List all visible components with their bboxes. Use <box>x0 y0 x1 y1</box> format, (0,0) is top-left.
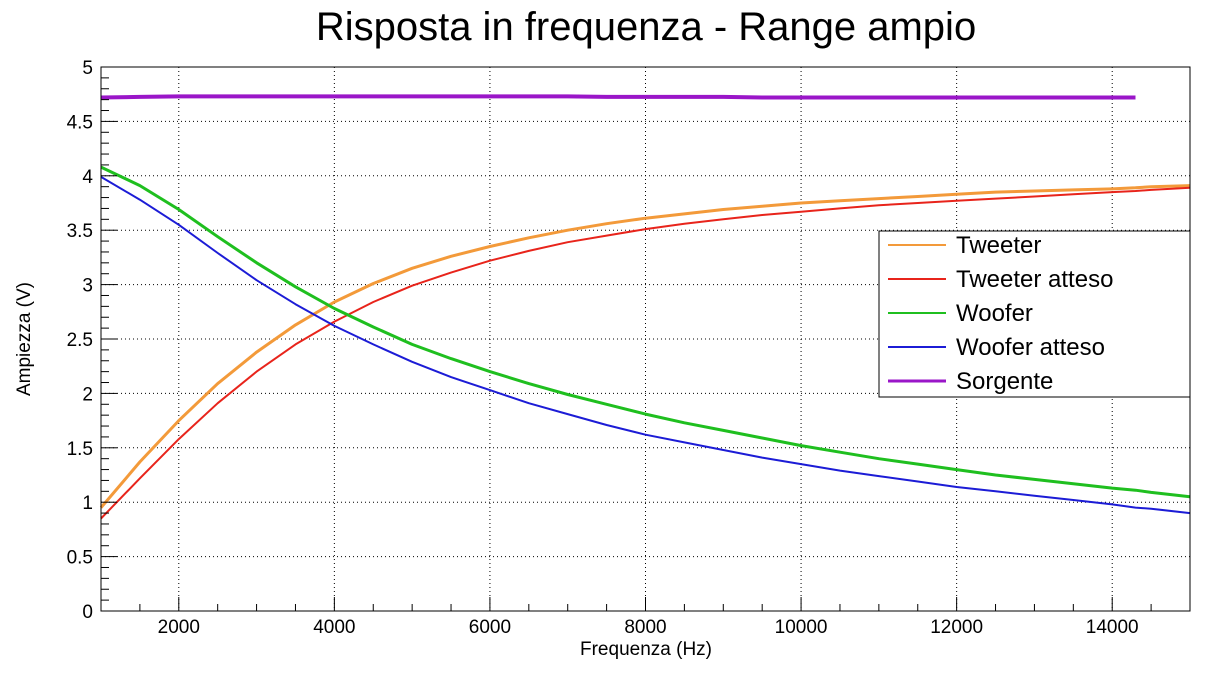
x-tick-labels: 2000 4000 6000 8000 10000 12000 14000 <box>158 617 1139 638</box>
x-tick-label: 10000 <box>775 617 828 638</box>
legend-label: Woofer <box>956 300 1033 327</box>
x-tick-label: 12000 <box>930 617 983 638</box>
series-line-tweeter-atteso <box>100 186 1191 520</box>
x-tick-label: 4000 <box>313 617 355 638</box>
y-axis-title: Ampiezza (V) <box>14 282 35 396</box>
series-line-tweeter <box>99 184 1191 509</box>
y-tick-label: 3.5 <box>67 221 93 242</box>
chart-title: Risposta in frequenza - Range ampio <box>316 5 976 49</box>
y-tick-label: 4 <box>82 167 93 188</box>
y-tick-label: 1 <box>82 493 93 514</box>
y-tick-label: 5 <box>82 58 93 79</box>
legend-label: Woofer atteso <box>956 334 1105 361</box>
legend-label: Tweeter <box>956 232 1041 259</box>
x-axis-title: Frequenza (Hz) <box>580 639 712 660</box>
y-tick-label: 0 <box>82 602 93 623</box>
y-tick-label: 2.5 <box>67 330 93 351</box>
y-tick-label: 0.5 <box>67 548 93 569</box>
x-tick-label: 8000 <box>624 617 666 638</box>
x-tick-label: 14000 <box>1086 617 1139 638</box>
y-tick-label: 2 <box>82 384 93 405</box>
axis-ticks <box>100 66 1191 612</box>
legend: Tweeter Tweeter atteso Woofer Woofer atteso… <box>878 230 1191 398</box>
x-tick-label: 6000 <box>469 617 511 638</box>
y-tick-label: 4.5 <box>67 112 93 133</box>
legend-label: Tweeter atteso <box>956 266 1113 293</box>
series-line-sorgente <box>100 94 1136 100</box>
series-line-woofer <box>100 165 1191 499</box>
data-series <box>99 94 1191 520</box>
y-tick-label: 1.5 <box>67 439 93 460</box>
x-tick-label: 2000 <box>158 617 200 638</box>
y-tick-label: 3 <box>82 276 93 297</box>
y-tick-labels: 0 0.5 1 1.5 2 2.5 3 3.5 4 4.5 5 <box>67 58 94 623</box>
series-line-woofer-atteso <box>100 176 1191 515</box>
legend-label: Sorgente <box>956 368 1053 395</box>
